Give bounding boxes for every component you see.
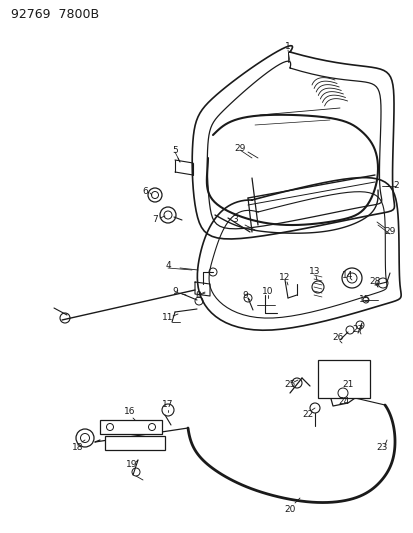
Bar: [317, 360, 369, 398]
Text: 11: 11: [162, 313, 173, 322]
Text: 5: 5: [172, 146, 178, 155]
Text: 18: 18: [72, 443, 83, 453]
Text: 4: 4: [165, 261, 171, 270]
Text: 22: 22: [301, 410, 313, 419]
Text: 25: 25: [284, 381, 295, 390]
Text: 8: 8: [195, 290, 200, 300]
Text: 10: 10: [261, 287, 273, 296]
Text: 7: 7: [152, 215, 157, 224]
Text: 16: 16: [124, 408, 135, 416]
Text: 29: 29: [234, 143, 245, 152]
Bar: [105, 436, 165, 450]
Text: 28: 28: [368, 278, 380, 287]
Text: 15: 15: [358, 295, 370, 304]
Text: 21: 21: [342, 381, 353, 390]
Text: 12: 12: [279, 273, 290, 282]
Text: 24: 24: [337, 398, 349, 407]
Text: 1: 1: [285, 42, 290, 51]
Text: 26: 26: [332, 334, 343, 343]
Text: 2: 2: [392, 182, 398, 190]
Text: 9: 9: [172, 287, 178, 296]
Text: 17: 17: [162, 400, 173, 409]
Text: 14: 14: [342, 271, 353, 279]
Text: 27: 27: [351, 326, 363, 335]
Text: 13: 13: [309, 268, 320, 277]
Text: 6: 6: [142, 188, 147, 197]
Text: 19: 19: [126, 461, 138, 470]
Text: 3: 3: [232, 215, 237, 224]
Text: 92769  7800B: 92769 7800B: [11, 7, 99, 20]
Text: 29: 29: [383, 228, 395, 237]
Bar: [100, 420, 161, 434]
Text: 23: 23: [375, 443, 387, 453]
Text: 9: 9: [242, 290, 247, 300]
Text: 20: 20: [284, 505, 295, 514]
